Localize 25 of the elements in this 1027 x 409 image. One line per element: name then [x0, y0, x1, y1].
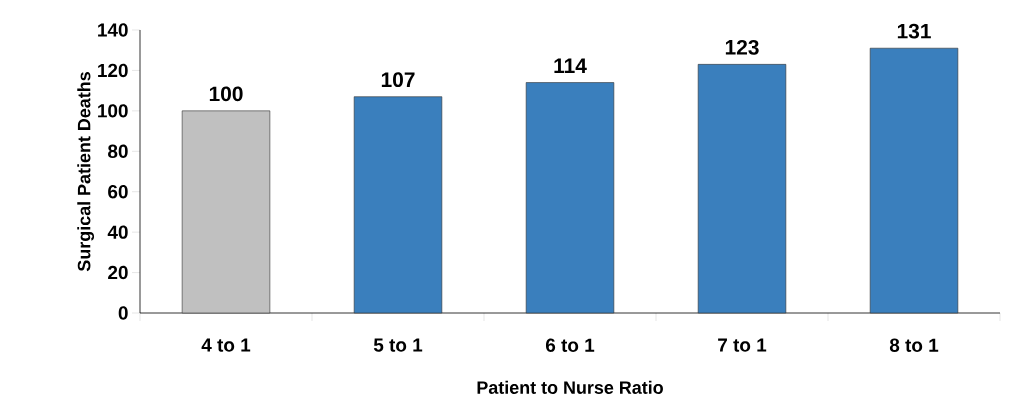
bar — [525, 82, 615, 314]
x-tick-label: 5 to 1 — [373, 338, 423, 352]
data-label: 131 — [897, 23, 931, 39]
y-tick-label: 40 — [107, 225, 128, 239]
y-tick-label: 80 — [108, 144, 128, 158]
data-label: 114 — [554, 58, 587, 73]
x-axis-title: Patient to Nurse Ratio — [477, 380, 663, 394]
x-tick-label: 6 to 1 — [545, 338, 595, 352]
y-tick-label: 20 — [108, 265, 128, 280]
data-label: 123 — [725, 39, 759, 55]
y-tick-label: 140 — [98, 23, 128, 37]
bar — [181, 110, 271, 314]
x-tick-label: 7 to 1 — [718, 338, 767, 352]
y-tick-label: 60 — [108, 185, 128, 199]
y-tick-label: 120 — [98, 63, 128, 78]
y-tick-label: 0 — [118, 306, 128, 320]
bar — [697, 64, 787, 314]
x-tick-label: 4 to 1 — [201, 338, 251, 352]
x-tick-label: 8 to 1 — [889, 338, 939, 352]
data-label: 100 — [209, 86, 243, 102]
y-tick-label: 100 — [98, 104, 128, 118]
data-label: 107 — [381, 72, 415, 88]
bar — [353, 96, 443, 314]
y-axis-title: Surgical Patient Deaths — [77, 72, 95, 272]
bar — [869, 47, 959, 314]
